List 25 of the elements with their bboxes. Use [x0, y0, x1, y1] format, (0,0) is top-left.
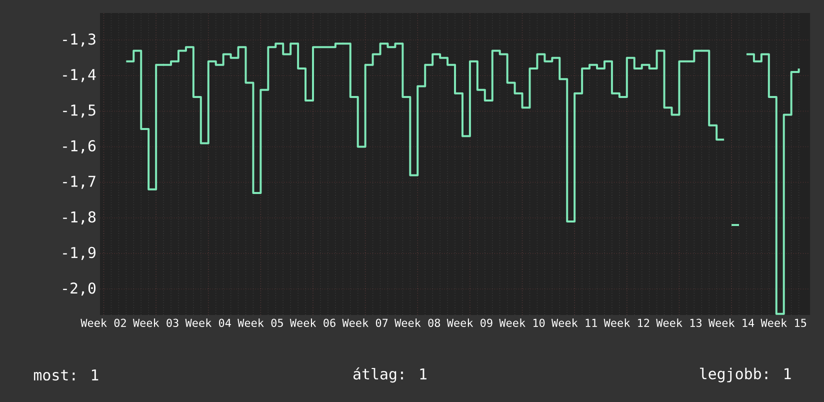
- x-tick-label: Week 09: [446, 318, 492, 327]
- y-tick-label: -1,3: [63, 33, 96, 47]
- x-tick-label: Week 03: [132, 318, 178, 327]
- x-tick-label: Week 12: [604, 318, 650, 327]
- y-tick-label: -1,6: [63, 140, 96, 154]
- x-tick-label: Week 15: [760, 318, 806, 327]
- x-tick-label: Week 08: [394, 318, 440, 327]
- text: átlag: 1: [353, 367, 426, 383]
- y-tick-label: -1,8: [63, 211, 96, 224]
- x-tick-label: Week 05: [238, 318, 283, 327]
- x-tick-label: Week 11: [551, 318, 597, 327]
- text: most: 1: [34, 369, 98, 381]
- x-tick-label: Week 02: [80, 318, 126, 327]
- y-tick-label: -1,5: [63, 104, 96, 118]
- x-tick-label: Week 13: [656, 318, 702, 327]
- x-tick-label: Week 10: [499, 318, 545, 327]
- x-tick-label: Week 04: [185, 318, 231, 327]
- y-tick-label: -2,0: [63, 282, 96, 296]
- x-tick-label: Week 07: [342, 318, 388, 327]
- y-tick-label: -1,4: [63, 69, 96, 82]
- x-tick-label: Week 14: [708, 318, 754, 327]
- text: legjobb: 1: [700, 368, 791, 382]
- y-tick-label: -1,9: [63, 246, 96, 260]
- y-tick-label: -1,7: [63, 176, 96, 189]
- x-tick-label: Week 06: [290, 318, 336, 327]
